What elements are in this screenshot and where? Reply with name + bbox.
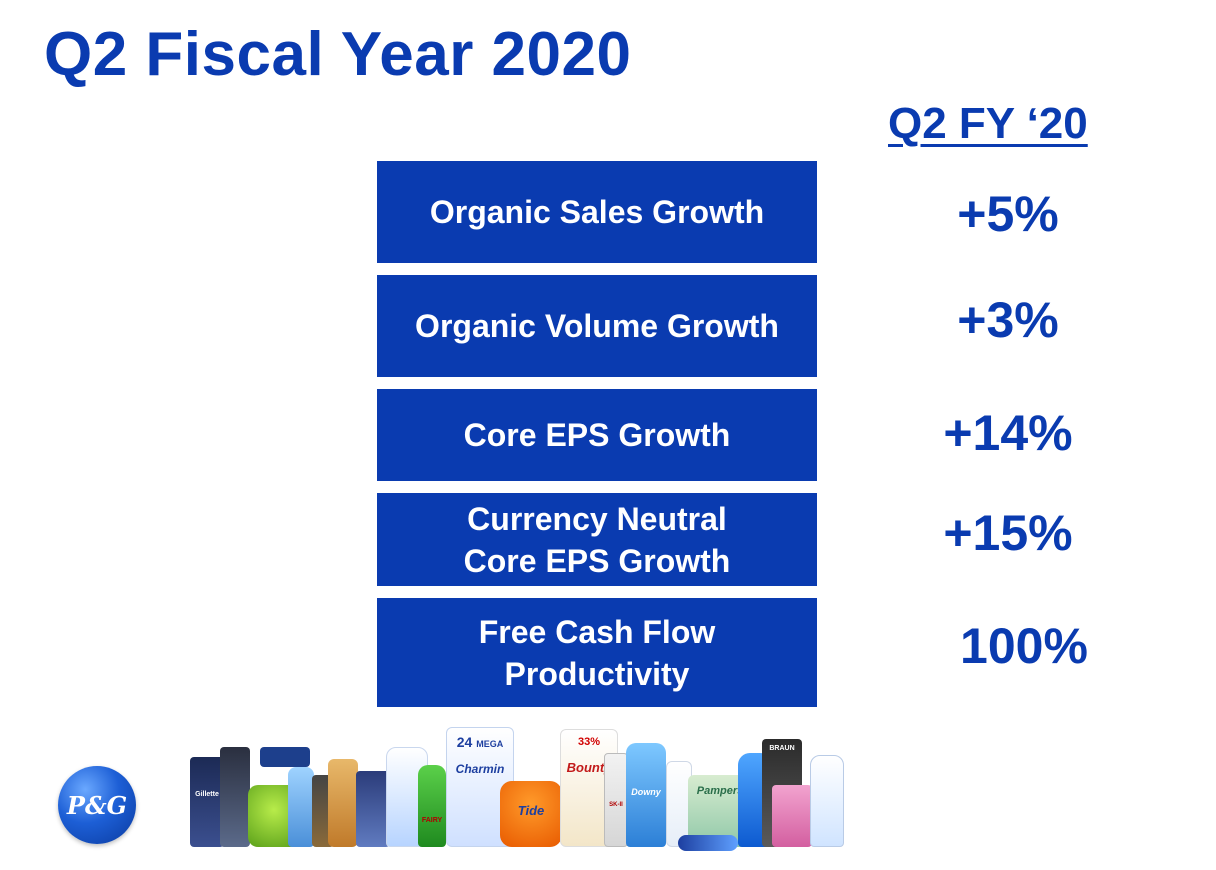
gillette-pack: Gillette (190, 757, 224, 847)
always-pack (772, 785, 812, 847)
product-lineup-image: Gillette FAIRY 24 MEGA Charmin Tide 33% … (190, 727, 850, 855)
metric-label-text: Organic Sales Growth (429, 194, 765, 230)
metric-value-free-cash-flow-productivity: 100% (960, 618, 1088, 674)
metric-label-text: Core EPS Growth (463, 417, 731, 453)
tide-pods-tub: Tide (500, 781, 562, 847)
white-bottle (666, 761, 692, 847)
skii-label: SK-II (609, 802, 623, 808)
crest-tube (678, 835, 738, 851)
metric-label-text: Organic Volume Growth (415, 308, 779, 344)
metric-label-organic-sales-growth: Organic Sales Growth (377, 161, 817, 263)
metric-value-organic-sales-growth: +5% (957, 186, 1059, 242)
metric-label-organic-volume-growth: Organic Volume Growth (377, 275, 817, 377)
charmin-brand-text: Charmin (455, 762, 505, 776)
gillette-blades-pack (356, 771, 390, 847)
fairy-label: FAIRY (421, 817, 443, 824)
fairy-bottle: FAIRY (418, 765, 446, 847)
page-title: Q2 Fiscal Year 2020 (44, 20, 632, 89)
metric-label-core-eps-growth: Core EPS Growth (377, 389, 817, 481)
metric-value-core-eps-growth: +14% (943, 405, 1073, 461)
bounty-pct: 33% (577, 736, 601, 748)
metric-value-currency-neutral-core-eps-growth: +15% (943, 505, 1073, 561)
downy-bottle: Downy (626, 743, 666, 847)
bounty-brand-text: Bounty (566, 760, 612, 775)
braun-label: BRAUN (769, 745, 795, 752)
head-shoulders-bottle (810, 755, 844, 847)
oral-b-box (260, 747, 310, 767)
skii-bottle: SK-II (604, 753, 628, 847)
metric-value-organic-volume-growth: +3% (957, 292, 1059, 348)
downy-label: Downy (631, 787, 661, 797)
febreze-bottle (288, 767, 314, 847)
pg-logo-text: P&G (66, 790, 128, 820)
pampers-label: Pampers (696, 785, 744, 797)
razor-pack (220, 747, 250, 847)
metric-label-free-cash-flow-productivity: Free Cash Flow Productivity (377, 598, 817, 707)
tide-label: Tide (517, 803, 545, 818)
charmin-count: 24 MEGA (447, 734, 513, 750)
metric-label-text: Free Cash Flow Productivity (478, 613, 716, 692)
column-header: Q2 FY ‘20 (888, 99, 1088, 148)
pg-logo: P&G (58, 766, 136, 844)
charmin-size-text: MEGA (476, 739, 504, 749)
gillette-label: Gillette (195, 791, 219, 798)
amber-bottle (328, 759, 358, 847)
charmin-count-text: 24 (456, 734, 473, 750)
metric-label-text: Currency Neutral Core EPS Growth (463, 500, 731, 579)
metric-label-currency-neutral-core-eps-growth: Currency Neutral Core EPS Growth (377, 493, 817, 586)
